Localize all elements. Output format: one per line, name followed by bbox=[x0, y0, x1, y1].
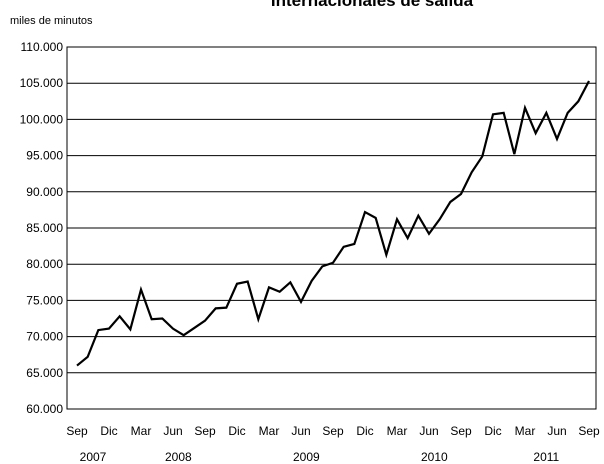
x-tick-label: Sep bbox=[322, 424, 344, 438]
x-tick-label: Jun bbox=[419, 424, 438, 438]
x-tick-label: Jun bbox=[163, 424, 182, 438]
y-tick-label: 110.000 bbox=[21, 40, 64, 54]
y-tick-label: 85.000 bbox=[26, 221, 63, 235]
x-year-label: 2009 bbox=[293, 450, 320, 464]
data-line bbox=[76, 80, 590, 367]
x-year-label: 2010 bbox=[421, 450, 448, 464]
x-tick-label: Mar bbox=[259, 424, 280, 438]
x-tick-label: Sep bbox=[578, 424, 600, 438]
y-tick-label: 105.000 bbox=[20, 76, 64, 90]
y-tick-label: 95.000 bbox=[26, 149, 63, 163]
x-tick-label: Mar bbox=[515, 424, 536, 438]
x-tick-label: Dic bbox=[356, 424, 373, 438]
x-tick-label: Mar bbox=[131, 424, 152, 438]
x-tick-label: Dic bbox=[228, 424, 245, 438]
x-tick-label: Sep bbox=[450, 424, 472, 438]
x-tick-label: Mar bbox=[387, 424, 408, 438]
y-tick-label: 60.000 bbox=[26, 402, 63, 416]
y-tick-label: 65.000 bbox=[26, 366, 63, 380]
y-tick-label: 90.000 bbox=[26, 185, 63, 199]
y-tick-label: 80.000 bbox=[26, 257, 63, 271]
x-tick-label: Sep bbox=[194, 424, 216, 438]
y-tick-label: 75.000 bbox=[26, 293, 63, 307]
chart-title: Internacionales de salida bbox=[271, 0, 474, 10]
x-year-label: 2008 bbox=[165, 450, 192, 464]
y-tick-label: 100.000 bbox=[20, 112, 64, 126]
x-tick-label: Jun bbox=[547, 424, 566, 438]
x-tick-label: Dic bbox=[100, 424, 117, 438]
y-tick-label: 70.000 bbox=[26, 330, 63, 344]
x-year-label: 2007 bbox=[80, 450, 107, 464]
y-axis-label: miles de minutos bbox=[10, 15, 93, 27]
x-tick-label: Dic bbox=[484, 424, 501, 438]
x-year-label: 2011 bbox=[533, 450, 559, 464]
x-tick-label: Jun bbox=[291, 424, 310, 438]
x-tick-label: Sep bbox=[66, 424, 88, 438]
